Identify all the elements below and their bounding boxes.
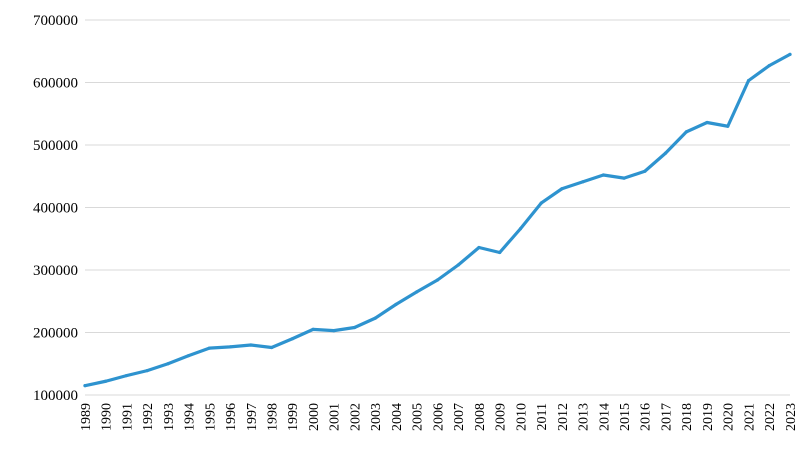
x-tick-label: 2012 [556, 403, 571, 431]
x-tick-label: 2007 [452, 403, 467, 431]
x-tick-label: 2023 [784, 403, 799, 431]
x-tick-label: 2022 [763, 403, 778, 431]
y-tick-label: 600000 [33, 76, 78, 92]
x-tick-label: 1995 [203, 403, 218, 431]
x-tick-label: 1992 [141, 403, 156, 431]
y-tick-label: 200000 [33, 326, 78, 342]
x-axis-ticks: 1989 1990 1991 1992 1993 1994 1995 1996 1997 1998… [79, 403, 799, 431]
data-point [290, 337, 294, 341]
data-point [726, 124, 730, 128]
data-point [207, 346, 212, 350]
data-point [249, 343, 253, 347]
y-tick-label: 700000 [33, 13, 78, 29]
data-point [788, 52, 792, 56]
x-tick-label: 1996 [224, 403, 239, 431]
data-point [124, 374, 129, 378]
gridlines [85, 19, 790, 396]
x-tick-label: 2003 [369, 403, 384, 431]
x-tick-label: 1999 [286, 403, 301, 431]
x-tick-label: 2006 [431, 403, 446, 431]
x-tick-label: 1991 [120, 403, 135, 431]
data-point [539, 201, 543, 205]
data-point [518, 227, 523, 231]
y-tick-label: 400000 [33, 201, 78, 217]
data-point [643, 169, 647, 173]
series-layer [83, 52, 792, 388]
data-point [663, 151, 668, 155]
x-tick-label: 2002 [348, 403, 363, 431]
x-tick-label: 2020 [722, 403, 737, 431]
x-tick-label: 2019 [701, 403, 716, 431]
x-tick-label: 1997 [245, 403, 260, 431]
x-tick-label: 1993 [162, 403, 177, 431]
data-point [352, 325, 357, 330]
data-point [456, 263, 460, 267]
data-point [767, 64, 771, 68]
data-point [104, 379, 108, 383]
data-point [166, 362, 170, 366]
x-tick-label: 2017 [659, 403, 674, 431]
data-point [560, 187, 564, 191]
data-point [270, 345, 274, 350]
x-tick-label: 2021 [742, 403, 757, 431]
x-tick-label: 2009 [494, 403, 509, 431]
data-point [228, 345, 232, 349]
data-point [622, 176, 626, 180]
data-point [581, 180, 585, 184]
x-tick-label: 1998 [266, 403, 281, 431]
data-point [601, 173, 605, 177]
x-tick-label: 2000 [307, 403, 322, 431]
data-point [332, 329, 336, 333]
x-tick-label: 2015 [618, 403, 633, 431]
data-point [415, 290, 419, 294]
x-tick-label: 2005 [411, 403, 426, 431]
data-point [311, 327, 315, 331]
x-tick-label: 1989 [79, 403, 94, 431]
data-point [498, 250, 502, 255]
data-point [373, 316, 377, 320]
x-tick-label: 1990 [100, 403, 115, 431]
y-tick-label: 100000 [33, 388, 78, 404]
x-tick-label: 2010 [514, 403, 529, 431]
data-point [145, 369, 149, 373]
x-tick-label: 2001 [328, 403, 343, 431]
data-point [705, 120, 709, 125]
x-tick-label: 2011 [535, 403, 550, 430]
data-point [187, 354, 191, 358]
x-tick-label: 2008 [473, 403, 488, 431]
x-tick-label: 2004 [390, 403, 405, 431]
y-axis-ticks: 100000 200000 300000 400000 500000 600000 7000… [33, 13, 78, 404]
x-tick-label: 1994 [183, 403, 198, 431]
data-point [746, 79, 751, 83]
data-point [684, 130, 688, 134]
y-tick-label: 300000 [33, 263, 78, 279]
x-tick-label: 2016 [639, 403, 654, 431]
data-point [83, 384, 87, 388]
x-tick-label: 2018 [680, 403, 695, 431]
data-point [394, 302, 398, 306]
y-tick-label: 500000 [33, 138, 78, 154]
data-point [435, 278, 440, 282]
series-line [83, 52, 792, 388]
x-tick-label: 2013 [577, 403, 592, 431]
x-tick-label: 2014 [597, 403, 612, 431]
data-point [477, 245, 481, 250]
